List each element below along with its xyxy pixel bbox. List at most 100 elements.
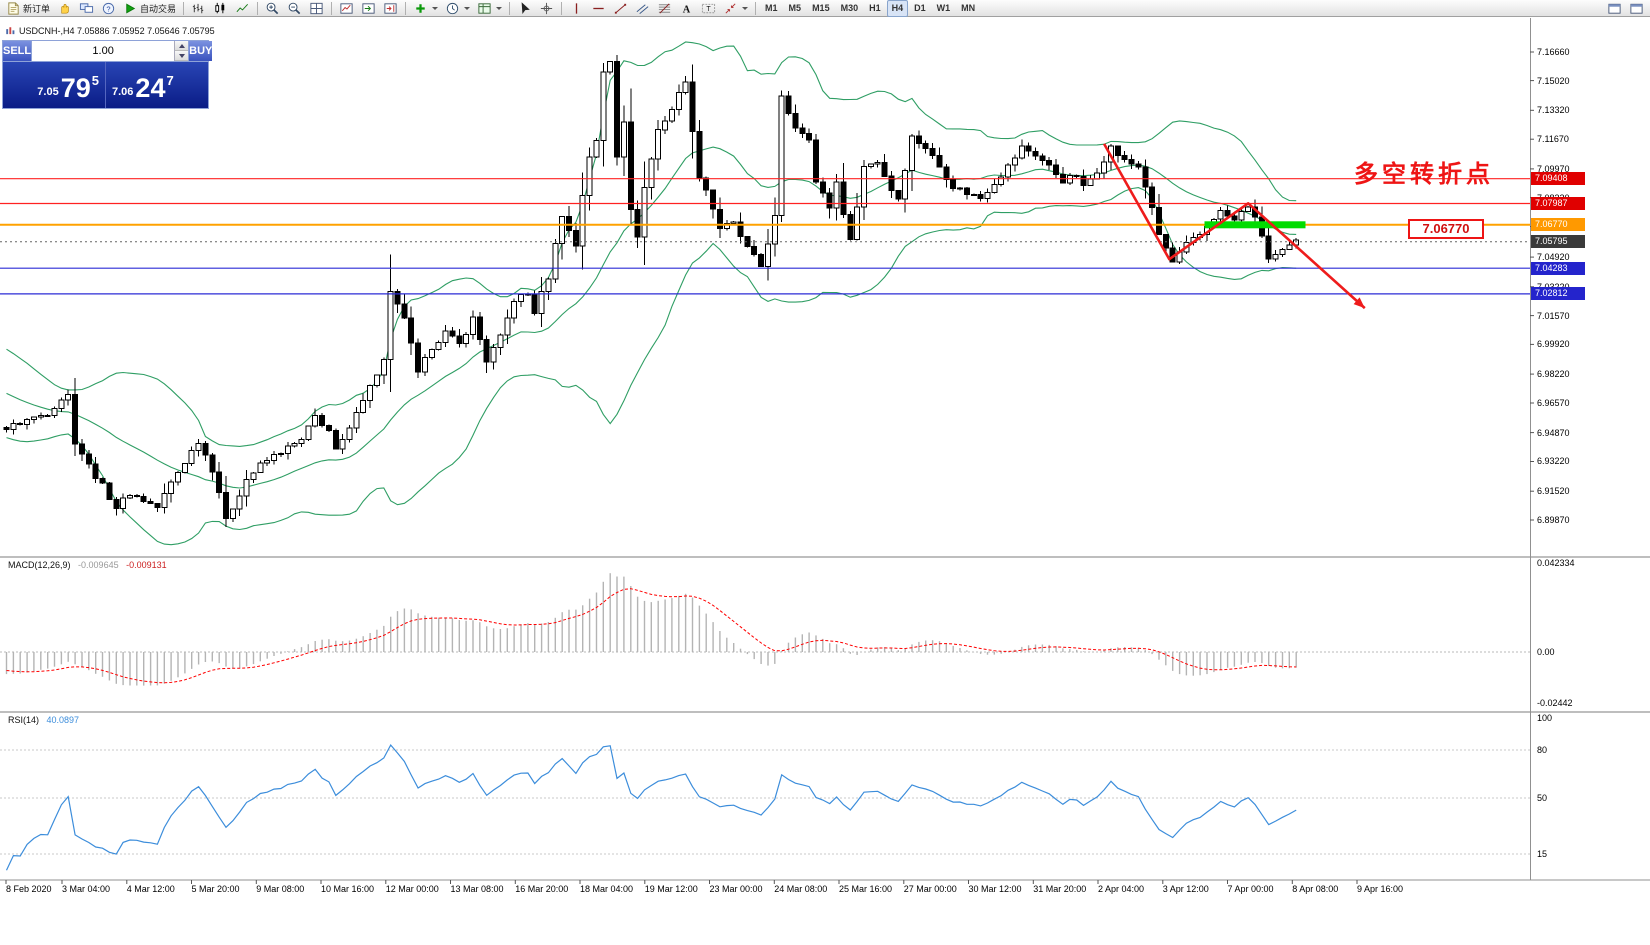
dropdown-caret-icon[interactable] [464, 6, 471, 10]
buy-price-big-figure: 7.06 [112, 86, 134, 98]
sell-button[interactable]: SELL [3, 41, 32, 61]
bar-chart-button[interactable] [188, 0, 209, 17]
autotrading-button[interactable]: 自动交易 [120, 0, 179, 17]
toolbar-separator [183, 1, 185, 15]
buy-price-button[interactable]: 7.06 24 7 [106, 62, 208, 108]
dropdown-caret-icon[interactable] [742, 6, 749, 10]
vertical-line-button[interactable] [566, 0, 587, 17]
bar-chart-icon [191, 1, 206, 16]
support-highlight-segment[interactable] [1204, 221, 1306, 229]
sell-price-pips: 79 [60, 73, 91, 103]
macd-pane [0, 573, 1530, 686]
new-chart-icon [339, 1, 354, 16]
new-order-button-label: 新订单 [23, 3, 51, 14]
toolbar-separator [405, 1, 407, 15]
timeframe-button-d1[interactable]: D1 [914, 3, 926, 13]
cursor-icon [517, 1, 532, 16]
timeframe-button-m1[interactable]: M1 [765, 3, 778, 13]
buy-price-pipette: 7 [166, 73, 174, 88]
arrows-button[interactable] [720, 0, 751, 17]
line-chart-button[interactable] [232, 0, 253, 17]
volume-increase-button[interactable] [175, 41, 189, 51]
clock-icon [445, 1, 460, 16]
auto-scroll-button[interactable] [358, 0, 379, 17]
text-button[interactable]: A [676, 0, 697, 17]
svg-text:A: A [683, 4, 691, 15]
volume-input-group [31, 41, 190, 61]
crosshair-icon [539, 1, 554, 16]
chart-shift-icon [383, 1, 398, 16]
volume-spinner [174, 41, 189, 61]
fibonacci-icon [657, 1, 672, 16]
tile-windows-button[interactable] [306, 0, 327, 17]
toolbar-separator [755, 1, 757, 15]
horizontal-line-button[interactable] [588, 0, 609, 17]
volume-input[interactable] [32, 41, 175, 61]
market-watch-button[interactable] [54, 0, 75, 17]
cursor-button[interactable] [514, 0, 535, 17]
timeframe-button-h1[interactable]: H1 [869, 3, 881, 13]
text-icon: A [679, 1, 694, 16]
sell-price-big-figure: 7.05 [37, 86, 59, 98]
dropdown-caret-icon[interactable] [496, 6, 503, 10]
zoom-in-button[interactable] [262, 0, 283, 17]
sell-price-pipette: 5 [91, 73, 99, 88]
buy-button[interactable]: BUY [189, 41, 213, 61]
chart-shift-button[interactable] [380, 0, 401, 17]
timeframe-button-m30[interactable]: M30 [840, 3, 859, 13]
toolbar: 新订单? 自动交易 A T M1 M5 M15 M30 H1 H4 D1 W1 MN [0, 0, 1650, 17]
volume-decrease-button[interactable] [175, 51, 189, 61]
crosshair-button[interactable] [536, 0, 557, 17]
periods-button[interactable] [442, 0, 473, 17]
autotrading-button-label: 自动交易 [140, 3, 177, 14]
label-button[interactable]: T [698, 0, 719, 17]
timeframe-button-w1[interactable]: W1 [936, 3, 951, 13]
trendline-button[interactable] [610, 0, 631, 17]
toolbar-separator [257, 1, 259, 15]
timeframe-button-mn[interactable]: MN [961, 3, 976, 13]
price-chart-canvas[interactable] [0, 18, 1650, 945]
window-icon [1629, 1, 1644, 16]
trend-arrow[interactable] [1102, 143, 1366, 310]
new-chart-button[interactable] [336, 0, 357, 17]
label-icon: T [701, 1, 716, 16]
hand-icon [57, 1, 72, 16]
window-button-1[interactable] [1604, 0, 1625, 17]
vline-icon [569, 1, 584, 16]
templates-button[interactable] [474, 0, 505, 17]
zoom-out-button[interactable] [284, 0, 305, 17]
horizontal-line-objects[interactable] [0, 178, 1530, 295]
play-icon [123, 1, 138, 16]
timeframe-button-m15[interactable]: M15 [812, 3, 830, 13]
window-icon [1607, 1, 1622, 16]
monitors-icon [79, 1, 94, 16]
arrows-icon [723, 1, 738, 16]
fibonacci-button[interactable] [654, 0, 675, 17]
toolbar-separator [331, 1, 333, 15]
toolbar-separator [561, 1, 563, 15]
up-arrow-icon [178, 43, 185, 48]
candle-chart-button[interactable] [210, 0, 231, 17]
candles [3, 55, 1300, 528]
svg-text:T: T [706, 6, 711, 13]
profiles-button[interactable] [76, 0, 97, 17]
hline-icon [591, 1, 606, 16]
channel-button[interactable] [632, 0, 653, 17]
pane-separators [0, 18, 1650, 884]
one-click-top-row: SELL BUY [3, 41, 213, 62]
tile-windows-icon [309, 1, 324, 16]
help-button[interactable]: ? [98, 0, 119, 17]
help-icon: ? [101, 1, 116, 16]
timeframe-button-m5[interactable]: M5 [788, 3, 802, 13]
svg-text:?: ? [106, 4, 110, 13]
new-order-button[interactable]: 新订单 [3, 0, 53, 17]
indicators-button[interactable] [410, 0, 441, 17]
rsi-pane [0, 743, 1530, 871]
one-click-trading-panel: SELL BUY 7.05 79 5 7.06 [2, 40, 213, 109]
window-button-2[interactable] [1626, 0, 1647, 17]
sell-price-button[interactable]: 7.05 79 5 [3, 62, 106, 108]
timeframe-button-h4[interactable]: H4 [886, 0, 909, 17]
template-icon [477, 1, 492, 16]
dropdown-caret-icon[interactable] [432, 6, 439, 10]
